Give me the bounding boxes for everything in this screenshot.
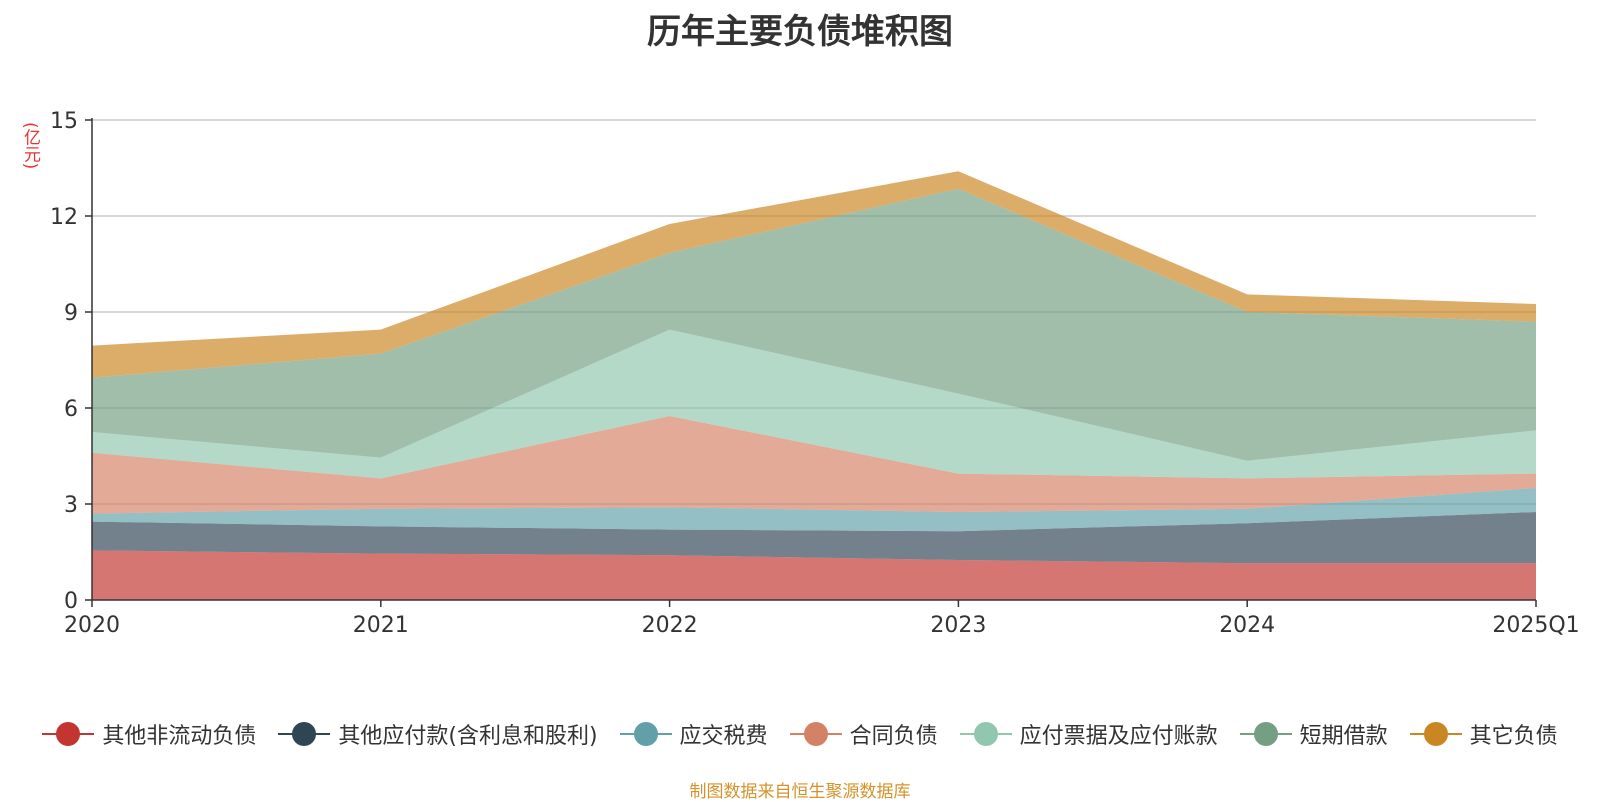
- legend-item-4[interactable]: 合同负债: [789, 718, 938, 750]
- legend-marker-icon: [1239, 721, 1292, 747]
- legend-marker-icon: [42, 721, 95, 747]
- area-series: [92, 171, 1536, 600]
- y-tick-label-1: 3: [64, 493, 78, 518]
- x-tick-label-4: 2024: [1219, 613, 1275, 638]
- legend-marker-icon: [1409, 721, 1462, 747]
- legend-marker-icon: [278, 721, 331, 747]
- area-2[interactable]: [92, 512, 1536, 564]
- legend-item-2[interactable]: 其他应付款(含利息和股利): [278, 718, 598, 750]
- x-tick-label-2: 2022: [642, 613, 698, 638]
- legend-item-1[interactable]: 其他非流动负债: [42, 718, 256, 750]
- area-4[interactable]: [92, 416, 1536, 514]
- area-1[interactable]: [92, 550, 1536, 600]
- legend-marker-icon: [959, 721, 1012, 747]
- legend: 其他非流动负债 其他应付款(含利息和股利) 应交税费 合同负债 应付票据及应付账款 短期借…: [0, 714, 1600, 754]
- y-tick-label-3: 9: [64, 301, 78, 326]
- legend-label: 应交税费: [679, 724, 768, 749]
- x-tick-label-5: 2025Q1: [1492, 613, 1579, 638]
- y-tick-label-4: 12: [50, 205, 78, 230]
- legend-item-6[interactable]: 短期借款: [1239, 718, 1388, 750]
- legend-marker-icon: [789, 721, 842, 747]
- x-tick-label-3: 2023: [930, 613, 986, 638]
- legend-label: 其他应付款(含利息和股利): [338, 724, 598, 749]
- legend-label: 短期借款: [1299, 724, 1388, 749]
- legend-label: 其它负债: [1469, 724, 1558, 749]
- area-5[interactable]: [92, 329, 1536, 479]
- chart-title: 历年主要负债堆积图: [647, 12, 953, 52]
- legend-item-3[interactable]: 应交税费: [619, 718, 768, 750]
- area-7[interactable]: [92, 171, 1536, 378]
- y-tick-label-0: 0: [64, 589, 78, 614]
- stacked-area-chart: 0 3 6 9 12 15 2020 2021 2022 2023 2024 2025Q1: [50, 109, 1580, 638]
- legend-marker-icon: [619, 721, 672, 747]
- y-tick-label-5: 15: [50, 109, 78, 134]
- source-note: 制图数据来自恒生聚源数据库: [689, 782, 911, 802]
- legend-label: 其他非流动负债: [102, 724, 257, 749]
- legend-item-5[interactable]: 应付票据及应付账款: [959, 718, 1218, 750]
- y-tick-label-2: 6: [64, 397, 78, 422]
- area-6[interactable]: [92, 188, 1536, 461]
- legend-item-7[interactable]: 其它负债: [1409, 718, 1558, 750]
- legend-label: 应付票据及应付账款: [1019, 724, 1218, 749]
- x-tick-label-0: 2020: [64, 613, 120, 638]
- x-tick-label-1: 2021: [353, 613, 409, 638]
- y-axis-unit-label: (亿元): [20, 122, 40, 170]
- legend-label: 合同负债: [849, 724, 938, 749]
- axes: 0 3 6 9 12 15 2020 2021 2022 2023 2024 2025Q1: [50, 109, 1580, 638]
